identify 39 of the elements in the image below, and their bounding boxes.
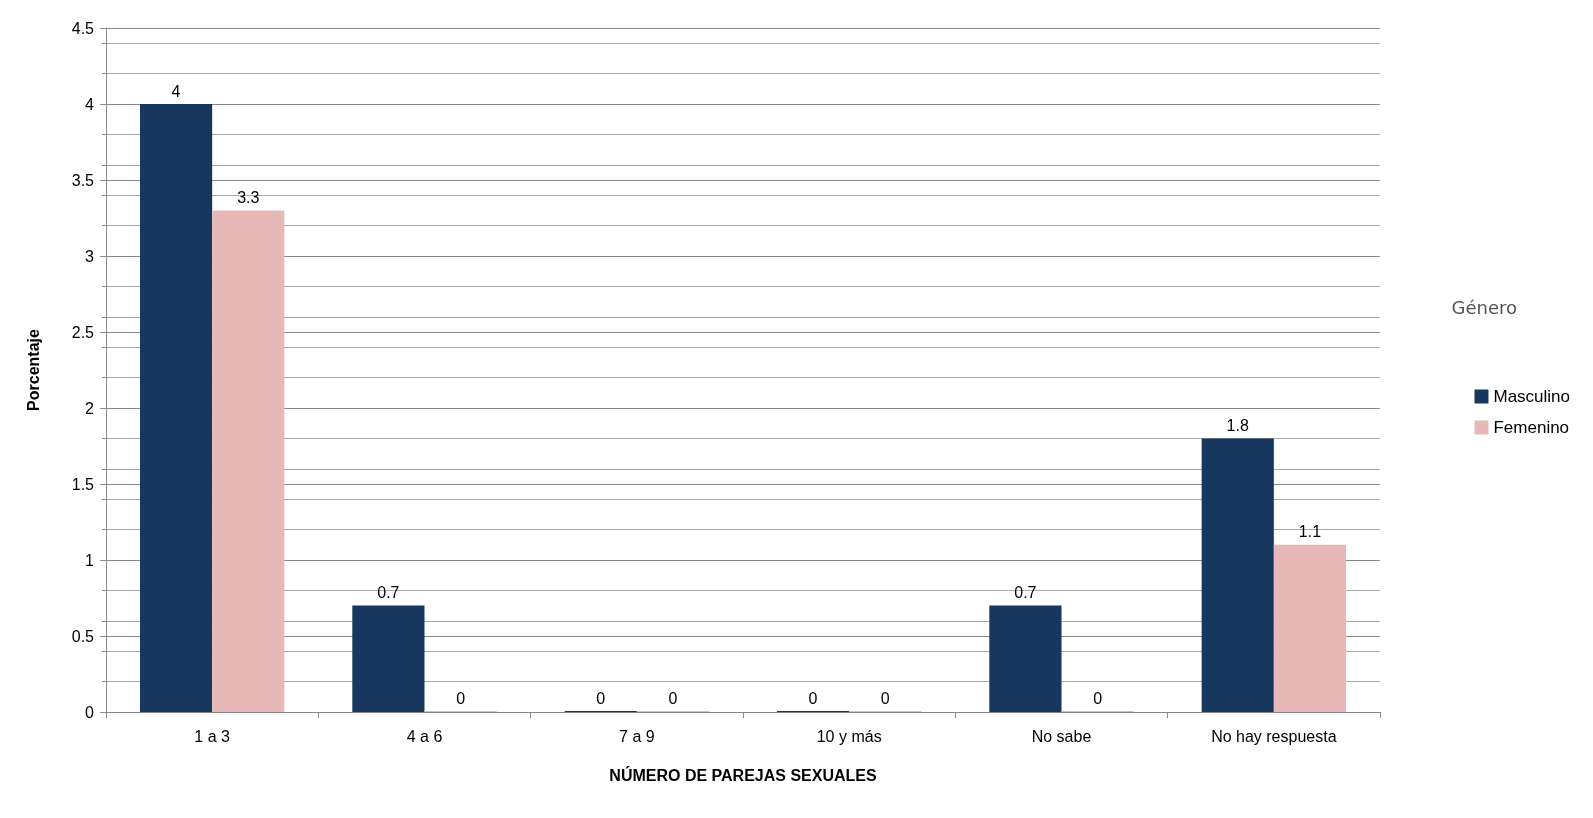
legend-title: Género <box>1451 296 1518 318</box>
data-label: 0 <box>880 689 890 707</box>
y-axis-title: Porcentaje <box>24 328 42 411</box>
y-tick-label: 4 <box>85 95 95 113</box>
x-tick-label: 1 a 3 <box>194 727 231 745</box>
legend-label: Masculino <box>1493 387 1571 406</box>
y-tick-label: 2 <box>85 399 95 417</box>
bar <box>1201 438 1274 712</box>
data-label: 0 <box>668 689 678 707</box>
x-tick-label: 10 y más <box>816 727 882 745</box>
data-label: 0 <box>808 689 818 707</box>
data-label: 4 <box>171 82 181 100</box>
x-tick-label: 4 a 6 <box>406 727 443 745</box>
y-tick-label: 1 <box>85 551 95 569</box>
y-tick-label: 0.5 <box>71 627 95 645</box>
data-label: 3.3 <box>237 188 260 206</box>
data-label: 0.7 <box>377 584 400 602</box>
y-tick-label: 1.5 <box>71 475 95 493</box>
y-tick-label: 3.5 <box>71 171 95 189</box>
data-label: 0 <box>456 689 466 707</box>
bar <box>352 605 425 712</box>
data-label: 0 <box>596 689 606 707</box>
y-tick-label: 2.5 <box>71 323 95 341</box>
x-axis-title: NÚMERO DE PAREJAS SEXUALES <box>609 765 877 784</box>
data-label: 1.1 <box>1298 523 1322 541</box>
data-label: 1.8 <box>1226 416 1249 434</box>
data-label: 0 <box>1093 689 1103 707</box>
bar <box>989 605 1062 712</box>
y-tick-label: 4.5 <box>71 19 95 37</box>
y-tick-label: 3 <box>85 247 95 265</box>
bar <box>1273 544 1347 712</box>
bar <box>139 104 213 712</box>
x-tick-label: No hay respuesta <box>1211 727 1337 745</box>
x-tick-label: No sabe <box>1031 727 1092 745</box>
x-tick-label: 7 a 9 <box>619 727 655 745</box>
bar <box>212 210 285 712</box>
data-label: 0.7 <box>1014 584 1037 602</box>
legend-label: Femenino <box>1493 418 1570 437</box>
y-tick-label: 0 <box>85 703 95 721</box>
